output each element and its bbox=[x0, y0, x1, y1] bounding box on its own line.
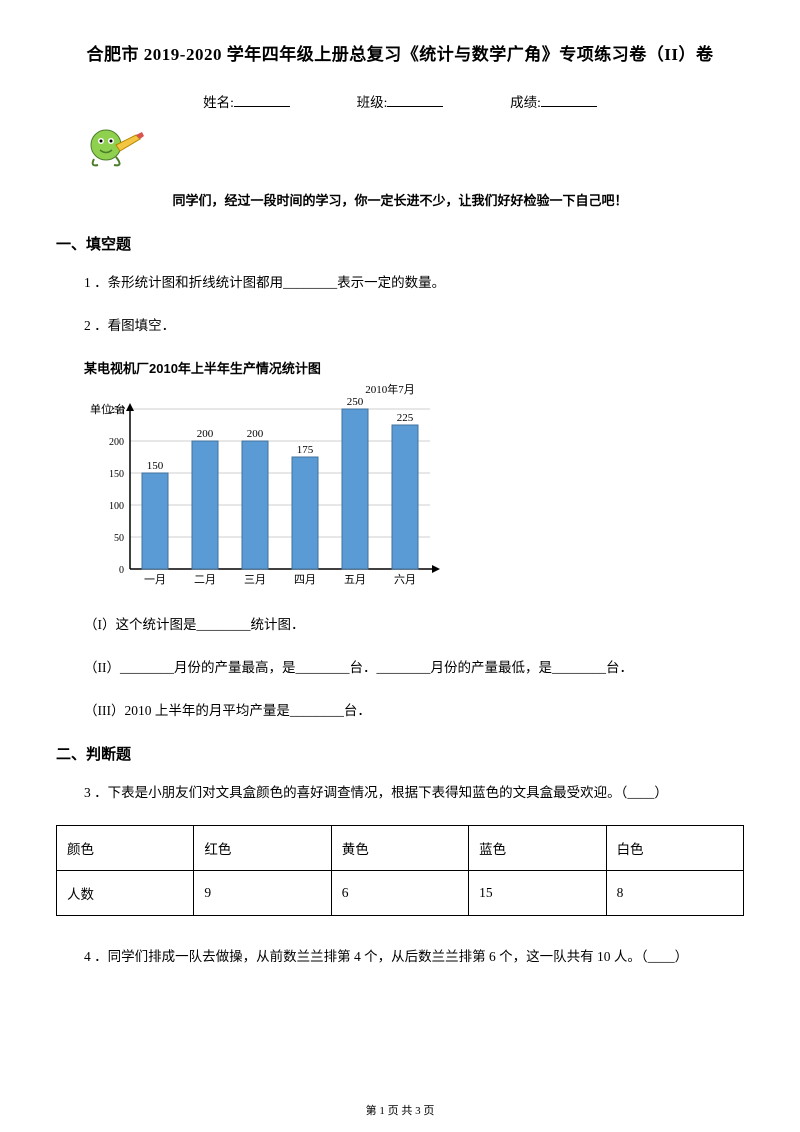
class-label: 班级: bbox=[357, 95, 388, 110]
info-line: 姓名: 班级: 成绩: bbox=[56, 91, 744, 111]
svg-text:150: 150 bbox=[109, 469, 124, 480]
q1: 1 ．条形统计图和折线统计图都用________表示一定的数量。 bbox=[84, 272, 744, 295]
td-white: 8 bbox=[606, 870, 743, 915]
q2-iii: （III）2010 上半年的月平均产量是________台． bbox=[84, 700, 744, 723]
svg-text:150: 150 bbox=[147, 460, 164, 472]
table-row: 人数 9 6 15 8 bbox=[57, 870, 744, 915]
svg-text:175: 175 bbox=[297, 444, 314, 456]
pencil-icon bbox=[86, 125, 744, 180]
page-footer: 第 1 页 共 3 页 bbox=[0, 1102, 800, 1118]
chart-container: 某电视机厂2010年上半年生产情况统计图 2010年7月单位:台05010015… bbox=[84, 358, 744, 596]
q2-ii: （II）________月份的产量最高，是________台．________月… bbox=[84, 657, 744, 680]
td-red: 9 bbox=[194, 870, 331, 915]
bar-chart: 2010年7月单位:台050100150200250150一月200二月200三… bbox=[84, 381, 444, 591]
th-color: 颜色 bbox=[57, 825, 194, 870]
svg-text:五月: 五月 bbox=[344, 574, 366, 586]
color-table: 颜色 红色 黄色 蓝色 白色 人数 9 6 15 8 bbox=[56, 825, 744, 916]
score-blank[interactable] bbox=[541, 93, 597, 107]
svg-text:六月: 六月 bbox=[394, 573, 416, 586]
svg-text:200: 200 bbox=[197, 428, 214, 440]
q4: 4 ．同学们排成一队去做操，从前数兰兰排第 4 个，从后数兰兰排第 6 个，这一… bbox=[84, 946, 744, 969]
encourage-text: 同学们，经过一段时间的学习，你一定长进不少，让我们好好检验一下自己吧！ bbox=[56, 190, 744, 209]
score-label: 成绩: bbox=[510, 95, 541, 110]
table-header-row: 颜色 红色 黄色 蓝色 白色 bbox=[57, 825, 744, 870]
q3: 3 ．下表是小朋友们对文具盒颜色的喜好调查情况，根据下表得知蓝色的文具盒最受欢迎… bbox=[84, 782, 744, 805]
svg-text:100: 100 bbox=[109, 501, 124, 512]
svg-text:200: 200 bbox=[109, 437, 124, 448]
name-blank[interactable] bbox=[234, 93, 290, 107]
svg-text:50: 50 bbox=[114, 533, 124, 544]
svg-text:250: 250 bbox=[347, 396, 364, 408]
svg-text:三月: 三月 bbox=[244, 574, 266, 586]
svg-text:四月: 四月 bbox=[294, 574, 316, 586]
td-yellow: 6 bbox=[331, 870, 468, 915]
td-label: 人数 bbox=[57, 870, 194, 915]
page-title: 合肥市 2019-2020 学年四年级上册总复习《统计与数学广角》专项练习卷（I… bbox=[56, 40, 744, 65]
svg-text:二月: 二月 bbox=[194, 574, 216, 586]
th-white: 白色 bbox=[606, 825, 743, 870]
section-judge: 二、判断题 bbox=[56, 743, 744, 764]
q2: 2 ．看图填空． bbox=[84, 315, 744, 338]
svg-text:一月: 一月 bbox=[144, 574, 166, 586]
svg-text:225: 225 bbox=[397, 412, 414, 424]
chart-title: 某电视机厂2010年上半年生产情况统计图 bbox=[84, 358, 744, 377]
svg-text:0: 0 bbox=[119, 565, 124, 576]
th-blue: 蓝色 bbox=[469, 825, 606, 870]
q2-i: （I）这个统计图是________统计图． bbox=[84, 614, 744, 637]
th-red: 红色 bbox=[194, 825, 331, 870]
name-label: 姓名: bbox=[203, 95, 234, 110]
svg-text:200: 200 bbox=[247, 428, 264, 440]
section-fill: 一、填空题 bbox=[56, 233, 744, 254]
svg-text:250: 250 bbox=[109, 405, 124, 416]
class-blank[interactable] bbox=[387, 93, 443, 107]
td-blue: 15 bbox=[469, 870, 606, 915]
th-yellow: 黄色 bbox=[331, 825, 468, 870]
svg-text:2010年7月: 2010年7月 bbox=[365, 382, 415, 396]
